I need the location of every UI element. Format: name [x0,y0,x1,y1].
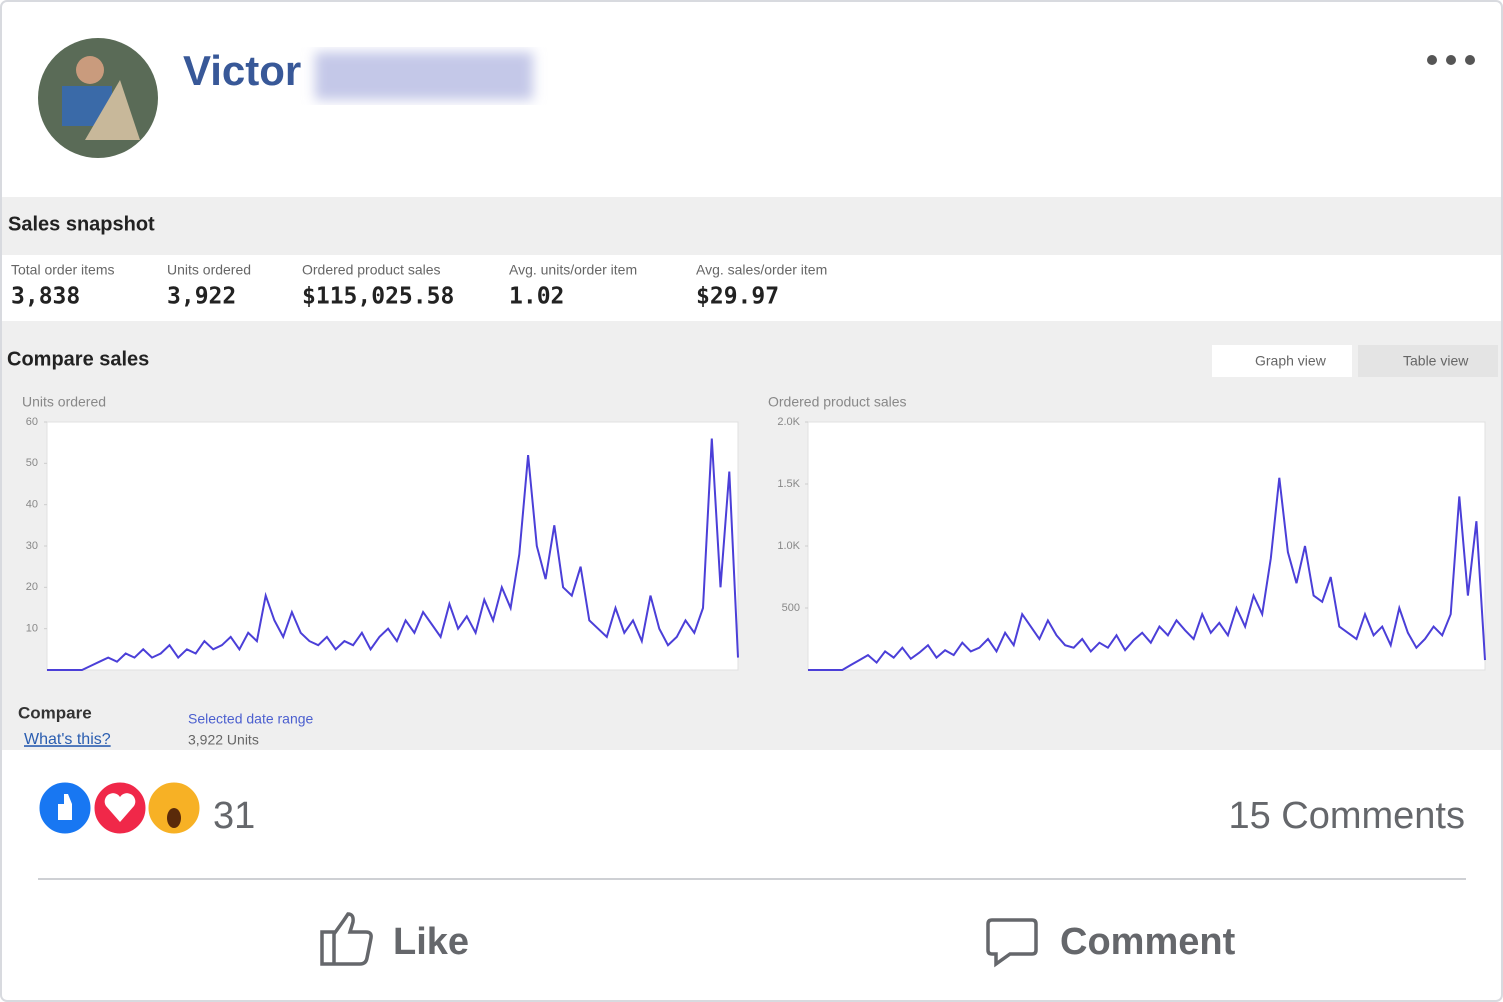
units-total: 3,922 Units [188,732,259,748]
y-tick-label: 50 [26,457,38,469]
author-name[interactable]: Victor [183,47,301,94]
more-menu[interactable] [1427,55,1475,65]
plot-area [807,421,1486,671]
plot-area [46,421,739,671]
axis-title: Ordered product sales [768,394,907,410]
compare-title: Compare sales [7,348,149,370]
compare-label: Compare [18,703,92,722]
table-view-button[interactable] [1358,345,1498,377]
axis-title: Units ordered [22,394,106,410]
graph-view-button[interactable] [1212,345,1352,377]
comment-count[interactable]: 15 Comments [1228,795,1465,837]
y-tick-label: 1.0K [777,540,800,552]
metric-value: $29.97 [696,284,779,310]
metric-label: Total order items [11,262,114,278]
series-line [47,438,739,671]
wow-mouth [167,808,181,828]
y-tick-label: 20 [26,581,38,593]
reaction-count[interactable]: 31 [213,795,255,837]
metrics-row [2,255,1501,321]
metric-label: Ordered product sales [302,262,441,278]
selected-range[interactable]: Selected date range [188,711,314,727]
metric-value: $115,025.58 [302,284,454,310]
like-icon [320,912,373,966]
metric-label: Avg. sales/order item [696,262,827,278]
metric-label: Avg. units/order item [509,262,637,278]
blurred-name [315,52,533,100]
y-tick-label: 1.5K [777,478,800,490]
series-line [808,477,1486,671]
avatar-face [76,56,104,84]
metric-label: Units ordered [167,262,251,278]
metric-value: 3,922 [167,284,236,310]
table-view[interactable]: Table view [1403,353,1469,369]
snapshot-title: Sales snapshot [8,213,155,235]
metric-value: 3,838 [11,284,80,310]
y-tick-label: 40 [26,499,38,511]
y-tick-label: 30 [26,540,38,552]
y-tick-label: 2.0K [777,416,800,428]
metric-value: 1.02 [509,284,564,310]
charts: Units ordered 10 20 30 40 50 60 Ordered product… [22,394,1486,671]
thumb-icon [58,794,72,820]
y-tick-label: 60 [26,416,38,428]
heart-icon [104,793,136,822]
avatar-object [85,80,140,140]
graph-view[interactable]: Graph view [1255,353,1327,369]
whats-this-link[interactable]: What's this? [24,731,111,748]
metrics: Total order items 3,838 Units ordered 3,922… [11,262,827,310]
like-button[interactable]: Like [393,921,469,963]
comment-icon [986,918,1038,968]
y-tick-label: 10 [26,623,38,635]
comment-button[interactable]: Comment [1060,921,1236,963]
y-tick-label: 500 [782,602,800,614]
